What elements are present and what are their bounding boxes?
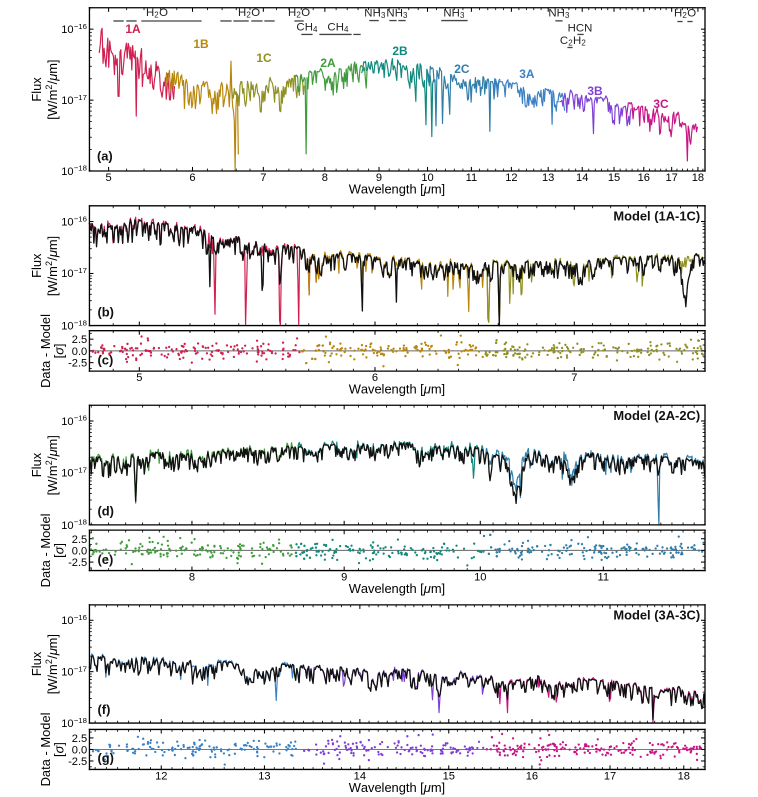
svg-text:2.5: 2.5 (72, 733, 87, 745)
svg-text:[ W / m / m ] 2 μ: [ W / m / m ] 2 μ (32, 429, 62, 495)
svg-text:(d): (d) (98, 504, 114, 519)
svg-text:15: 15 (443, 770, 455, 782)
svg-text:(a): (a) (97, 148, 113, 163)
svg-text:-2.5: -2.5 (68, 557, 87, 569)
svg-text:H O 2: H O 2 (674, 0, 702, 21)
svg-text:6: 6 (189, 172, 195, 184)
svg-text:[ ] σ: [ ] σ (43, 537, 68, 558)
svg-text:7: 7 (571, 372, 577, 384)
svg-text:12: 12 (505, 172, 517, 184)
svg-text:0.0: 0.0 (72, 346, 87, 358)
svg-text:1 0 − 1 8: 1 0 − 1 8 (61, 703, 88, 732)
svg-text:2B: 2B (392, 44, 408, 58)
svg-text:1 0 − 1 8: 1 0 − 1 8 (61, 151, 88, 180)
svg-text:N H 3: N H 3 (443, 0, 466, 21)
svg-text:0.0: 0.0 (72, 545, 87, 557)
svg-text:Flux: Flux (29, 651, 44, 676)
svg-text:HCN: HCN (568, 22, 593, 34)
svg-text:C H 4: C H 4 (327, 10, 350, 35)
svg-text:15: 15 (608, 172, 620, 184)
svg-text:Flux: Flux (29, 253, 44, 278)
svg-text:Flux: Flux (29, 452, 44, 477)
svg-text:N H 3: N H 3 (386, 0, 409, 21)
svg-text:13: 13 (542, 172, 554, 184)
svg-text:1 0 − 1 8: 1 0 − 1 8 (61, 505, 88, 534)
svg-text:2.5: 2.5 (72, 334, 87, 346)
svg-text:3B: 3B (587, 84, 603, 98)
svg-text:-2.5: -2.5 (68, 358, 87, 370)
svg-text:C H 2 2: C H 2 2 (560, 24, 588, 51)
svg-text:1 0 − 1 6: 1 0 − 1 6 (61, 600, 88, 629)
svg-text:(b): (b) (98, 304, 114, 319)
svg-text:17: 17 (604, 770, 616, 782)
svg-text:1 0 − 1 7: 1 0 − 1 7 (61, 651, 88, 680)
svg-text:Data - Model: Data - Model (38, 712, 53, 786)
svg-text:N H 3: N H 3 (364, 0, 387, 21)
svg-text:18: 18 (692, 172, 704, 184)
svg-text:1A: 1A (125, 22, 141, 36)
svg-text:[ W / m / m ] 2 μ: [ W / m / m ] 2 μ (32, 53, 62, 119)
svg-text:W a v e l e n g t h [ m ] μ: W a v e l e n g t h [ m ] μ (349, 573, 452, 598)
svg-text:2C: 2C (454, 62, 470, 76)
svg-text:Model (3A-3C): Model (3A-3C) (613, 607, 700, 622)
svg-text:9: 9 (376, 172, 382, 184)
svg-text:H O 2: H O 2 (146, 0, 174, 21)
svg-text:W a v e l e n g t h [ m ] μ: W a v e l e n g t h [ m ] μ (349, 373, 452, 398)
svg-text:1 0 − 1 6: 1 0 − 1 6 (61, 401, 88, 430)
svg-text:5: 5 (136, 372, 142, 384)
svg-text:(c): (c) (98, 352, 114, 367)
svg-text:2.5: 2.5 (72, 534, 87, 546)
svg-text:11: 11 (598, 572, 610, 584)
svg-text:Flux: Flux (29, 77, 44, 102)
svg-text:3A: 3A (519, 67, 535, 81)
svg-text:(e): (e) (98, 552, 114, 567)
svg-text:[ ] σ: [ ] σ (43, 736, 68, 757)
svg-text:Data - Model: Data - Model (38, 314, 53, 388)
svg-text:17: 17 (665, 172, 677, 184)
svg-text:7: 7 (260, 172, 266, 184)
svg-text:(g): (g) (98, 751, 114, 766)
svg-text:1 0 − 1 7: 1 0 − 1 7 (61, 453, 88, 482)
svg-text:[ W / m / m ] 2 μ: [ W / m / m ] 2 μ (32, 230, 62, 296)
svg-text:6: 6 (372, 372, 378, 384)
svg-text:[ ] σ: [ ] σ (43, 337, 68, 358)
svg-text:1C: 1C (256, 51, 272, 65)
svg-text:16: 16 (638, 172, 650, 184)
svg-text:Data - Model: Data - Model (38, 513, 53, 587)
svg-text:16: 16 (526, 770, 538, 782)
svg-text:[ W / m / m ] 2 μ: [ W / m / m ] 2 μ (32, 628, 62, 694)
svg-text:1 0 − 1 8: 1 0 − 1 8 (61, 305, 88, 334)
svg-text:1 0 − 1 6: 1 0 − 1 6 (61, 201, 88, 230)
svg-text:0.0: 0.0 (72, 744, 87, 756)
svg-text:H O 2: H O 2 (238, 0, 266, 21)
svg-text:1 0 − 1 7: 1 0 − 1 7 (61, 80, 88, 109)
svg-text:14: 14 (354, 770, 366, 782)
svg-text:1B: 1B (193, 37, 209, 51)
svg-text:N H 3: N H 3 (548, 0, 571, 21)
svg-text:13: 13 (258, 770, 270, 782)
svg-text:5: 5 (106, 172, 112, 184)
svg-text:W a v e l e n g t h [ m ] μ: W a v e l e n g t h [ m ] μ (349, 772, 452, 797)
svg-text:C H 4: C H 4 (296, 10, 319, 35)
svg-text:Model (1A-1C): Model (1A-1C) (613, 209, 700, 224)
svg-text:1 0 − 1 6: 1 0 − 1 6 (61, 9, 88, 38)
svg-text:10: 10 (421, 172, 433, 184)
svg-text:H O 2: H O 2 (288, 0, 316, 21)
svg-text:8: 8 (322, 172, 328, 184)
svg-text:1 0 − 1 7: 1 0 − 1 7 (61, 253, 88, 282)
svg-text:3C: 3C (653, 97, 669, 111)
svg-text:18: 18 (678, 770, 690, 782)
svg-text:11: 11 (466, 172, 478, 184)
svg-text:10: 10 (474, 572, 486, 584)
svg-text:2A: 2A (320, 56, 336, 70)
svg-text:8: 8 (189, 572, 195, 584)
svg-text:14: 14 (576, 172, 588, 184)
svg-text:(f): (f) (98, 702, 111, 717)
svg-text:-2.5: -2.5 (68, 756, 87, 768)
svg-text:Model (2A-2C): Model (2A-2C) (613, 408, 700, 423)
svg-text:12: 12 (155, 770, 167, 782)
svg-text:W a v e l e n g t h [ m ] μ: W a v e l e n g t h [ m ] μ (349, 173, 452, 198)
svg-text:9: 9 (341, 572, 347, 584)
